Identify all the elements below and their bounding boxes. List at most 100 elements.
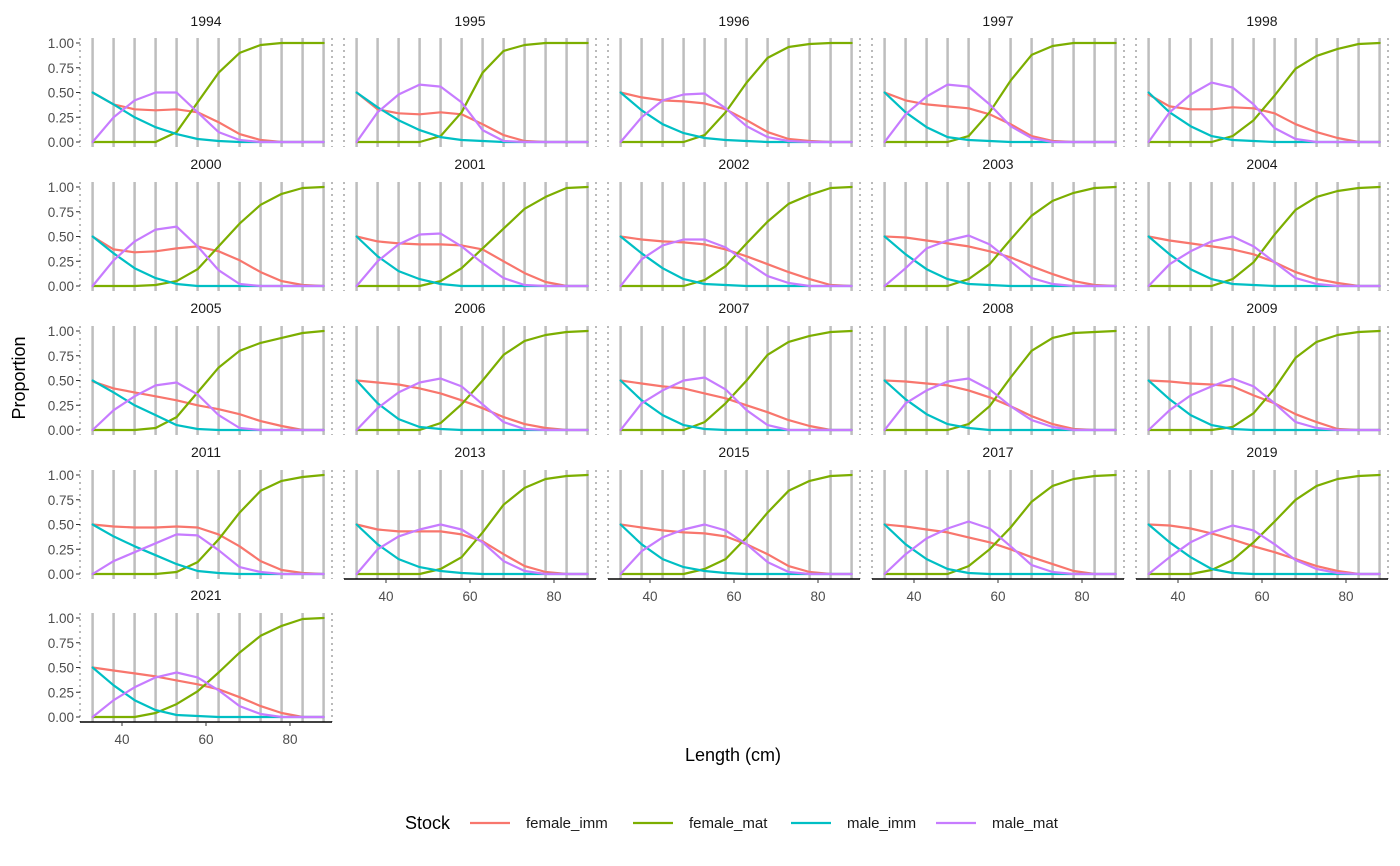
series-line-male-mat xyxy=(883,520,1117,576)
series-line-female-imm xyxy=(91,91,325,144)
facet-strip-label: 2004 xyxy=(1246,156,1277,172)
facet-strip-label: 2009 xyxy=(1246,300,1277,316)
series-line-female-mat xyxy=(619,473,853,576)
series-line-male-mat xyxy=(355,83,589,144)
y-tick-label: 1.00 xyxy=(48,611,74,626)
facet-panel-2021: 2021 0.00 0.25 0.50 0.75 1.00 40 60 80 xyxy=(48,587,333,747)
series-line-female-imm xyxy=(883,91,1117,144)
series-line-female-imm xyxy=(91,380,325,432)
y-tick-label: 0.50 xyxy=(48,230,74,245)
series-line-female-imm xyxy=(1147,93,1381,144)
series-line-female-mat xyxy=(355,185,589,288)
series-line-female-imm xyxy=(883,523,1117,576)
facet-strip-label: 1997 xyxy=(982,13,1013,29)
x-tick-label: 40 xyxy=(114,732,129,747)
series-line-male-imm xyxy=(1147,379,1381,432)
x-tick-label: 60 xyxy=(462,589,477,604)
series-line-female-mat xyxy=(619,329,853,432)
y-tick-label: 0.75 xyxy=(48,349,74,364)
series-line-male-mat xyxy=(91,533,325,576)
facet-strip-label: 2001 xyxy=(454,156,485,172)
x-tick-label: 80 xyxy=(282,732,297,747)
series-line-male-imm xyxy=(883,523,1117,576)
series-line-female-imm xyxy=(91,235,325,288)
series-line-female-imm xyxy=(883,235,1117,288)
y-tick-label: 0.50 xyxy=(48,374,74,389)
y-tick-label: 1.00 xyxy=(48,180,74,195)
series-line-female-mat xyxy=(1147,329,1381,432)
y-tick-label: 0.25 xyxy=(48,685,74,700)
legend-label-female-imm: female_imm xyxy=(526,815,608,832)
series-line-male-imm xyxy=(619,379,853,432)
series-line-male-mat xyxy=(619,376,853,432)
x-tick-label: 80 xyxy=(1074,589,1089,604)
series-line-male-imm xyxy=(883,235,1117,288)
series-line-female-mat xyxy=(883,41,1117,144)
series-line-male-mat xyxy=(883,377,1117,432)
series-line-female-mat xyxy=(883,185,1117,288)
y-tick-label: 0.25 xyxy=(48,110,74,125)
y-tick-label: 0.50 xyxy=(48,86,74,101)
facet-strip-label: 2017 xyxy=(982,444,1013,460)
series-line-female-imm xyxy=(1147,379,1381,432)
x-tick-label: 80 xyxy=(1338,589,1353,604)
series-line-female-mat xyxy=(1147,41,1381,144)
x-tick-label: 40 xyxy=(642,589,657,604)
series-line-male-mat xyxy=(91,381,325,432)
y-tick-label: 1.00 xyxy=(48,36,74,51)
series-line-female-mat xyxy=(91,185,325,288)
y-tick-label: 0.00 xyxy=(48,710,74,725)
series-line-female-imm xyxy=(619,523,853,576)
facet-strip-label: 2002 xyxy=(718,156,749,172)
x-tick-label: 40 xyxy=(378,589,393,604)
facet-strip-label: 2021 xyxy=(190,587,221,603)
x-tick-label: 80 xyxy=(810,589,825,604)
y-tick-label: 0.25 xyxy=(48,254,74,269)
facet-panel-2003: 2003 xyxy=(871,156,1125,291)
y-tick-label: 1.00 xyxy=(48,324,74,339)
y-tick-label: 0.25 xyxy=(48,398,74,413)
series-line-male-imm xyxy=(619,235,853,288)
x-axis-title: Length (cm) xyxy=(685,745,781,765)
facet-panel-2007: 2007 xyxy=(607,300,861,435)
y-tick-label: 0.25 xyxy=(48,542,74,557)
series-line-male-mat xyxy=(883,234,1117,288)
facet-strip-label: 2003 xyxy=(982,156,1013,172)
series-line-male-mat xyxy=(619,92,853,144)
x-tick-label: 40 xyxy=(1170,589,1185,604)
y-tick-label: 0.50 xyxy=(48,518,74,533)
y-tick-label: 0.75 xyxy=(48,205,74,220)
series-line-female-mat xyxy=(1147,185,1381,288)
series-line-male-mat xyxy=(355,377,589,432)
series-line-female-imm xyxy=(355,235,589,288)
series-line-female-imm xyxy=(1147,235,1381,288)
series-line-female-mat xyxy=(619,185,853,288)
legend-label-male-imm: male_imm xyxy=(847,815,916,832)
facet-panel-2004: 2004 xyxy=(1135,156,1389,291)
series-line-male-imm xyxy=(355,235,589,288)
facet-strip-label: 2019 xyxy=(1246,444,1277,460)
facet-strip-label: 2013 xyxy=(454,444,485,460)
facet-panel-2013: 2013 40 60 80 xyxy=(343,444,597,604)
y-tick-label: 0.75 xyxy=(48,61,74,76)
facet-panel-1996: 1996 xyxy=(607,13,861,147)
facet-panel-2011: 2011 0.00 0.25 0.50 0.75 1.00 xyxy=(48,444,333,582)
legend-title: Stock xyxy=(405,813,451,833)
y-tick-label: 0.00 xyxy=(48,279,74,294)
series-line-male-imm xyxy=(883,379,1117,432)
facet-panel-2000: 2000 0.00 0.25 0.50 0.75 1.00 xyxy=(48,156,333,294)
series-line-female-imm xyxy=(883,379,1117,432)
facet-panel-2019: 2019 40 60 80 xyxy=(1135,444,1389,604)
x-tick-label: 60 xyxy=(1254,589,1269,604)
series-line-male-imm xyxy=(355,523,589,576)
series-line-male-mat xyxy=(1147,377,1381,432)
series-line-female-mat xyxy=(883,329,1117,432)
facet-panel-1995: 1995 xyxy=(343,13,597,147)
series-line-female-mat xyxy=(1147,473,1381,576)
y-tick-label: 0.00 xyxy=(48,423,74,438)
series-line-female-mat xyxy=(619,41,853,144)
x-tick-label: 80 xyxy=(546,589,561,604)
series-line-female-imm xyxy=(619,379,853,432)
facet-panel-1997: 1997 xyxy=(871,13,1125,147)
